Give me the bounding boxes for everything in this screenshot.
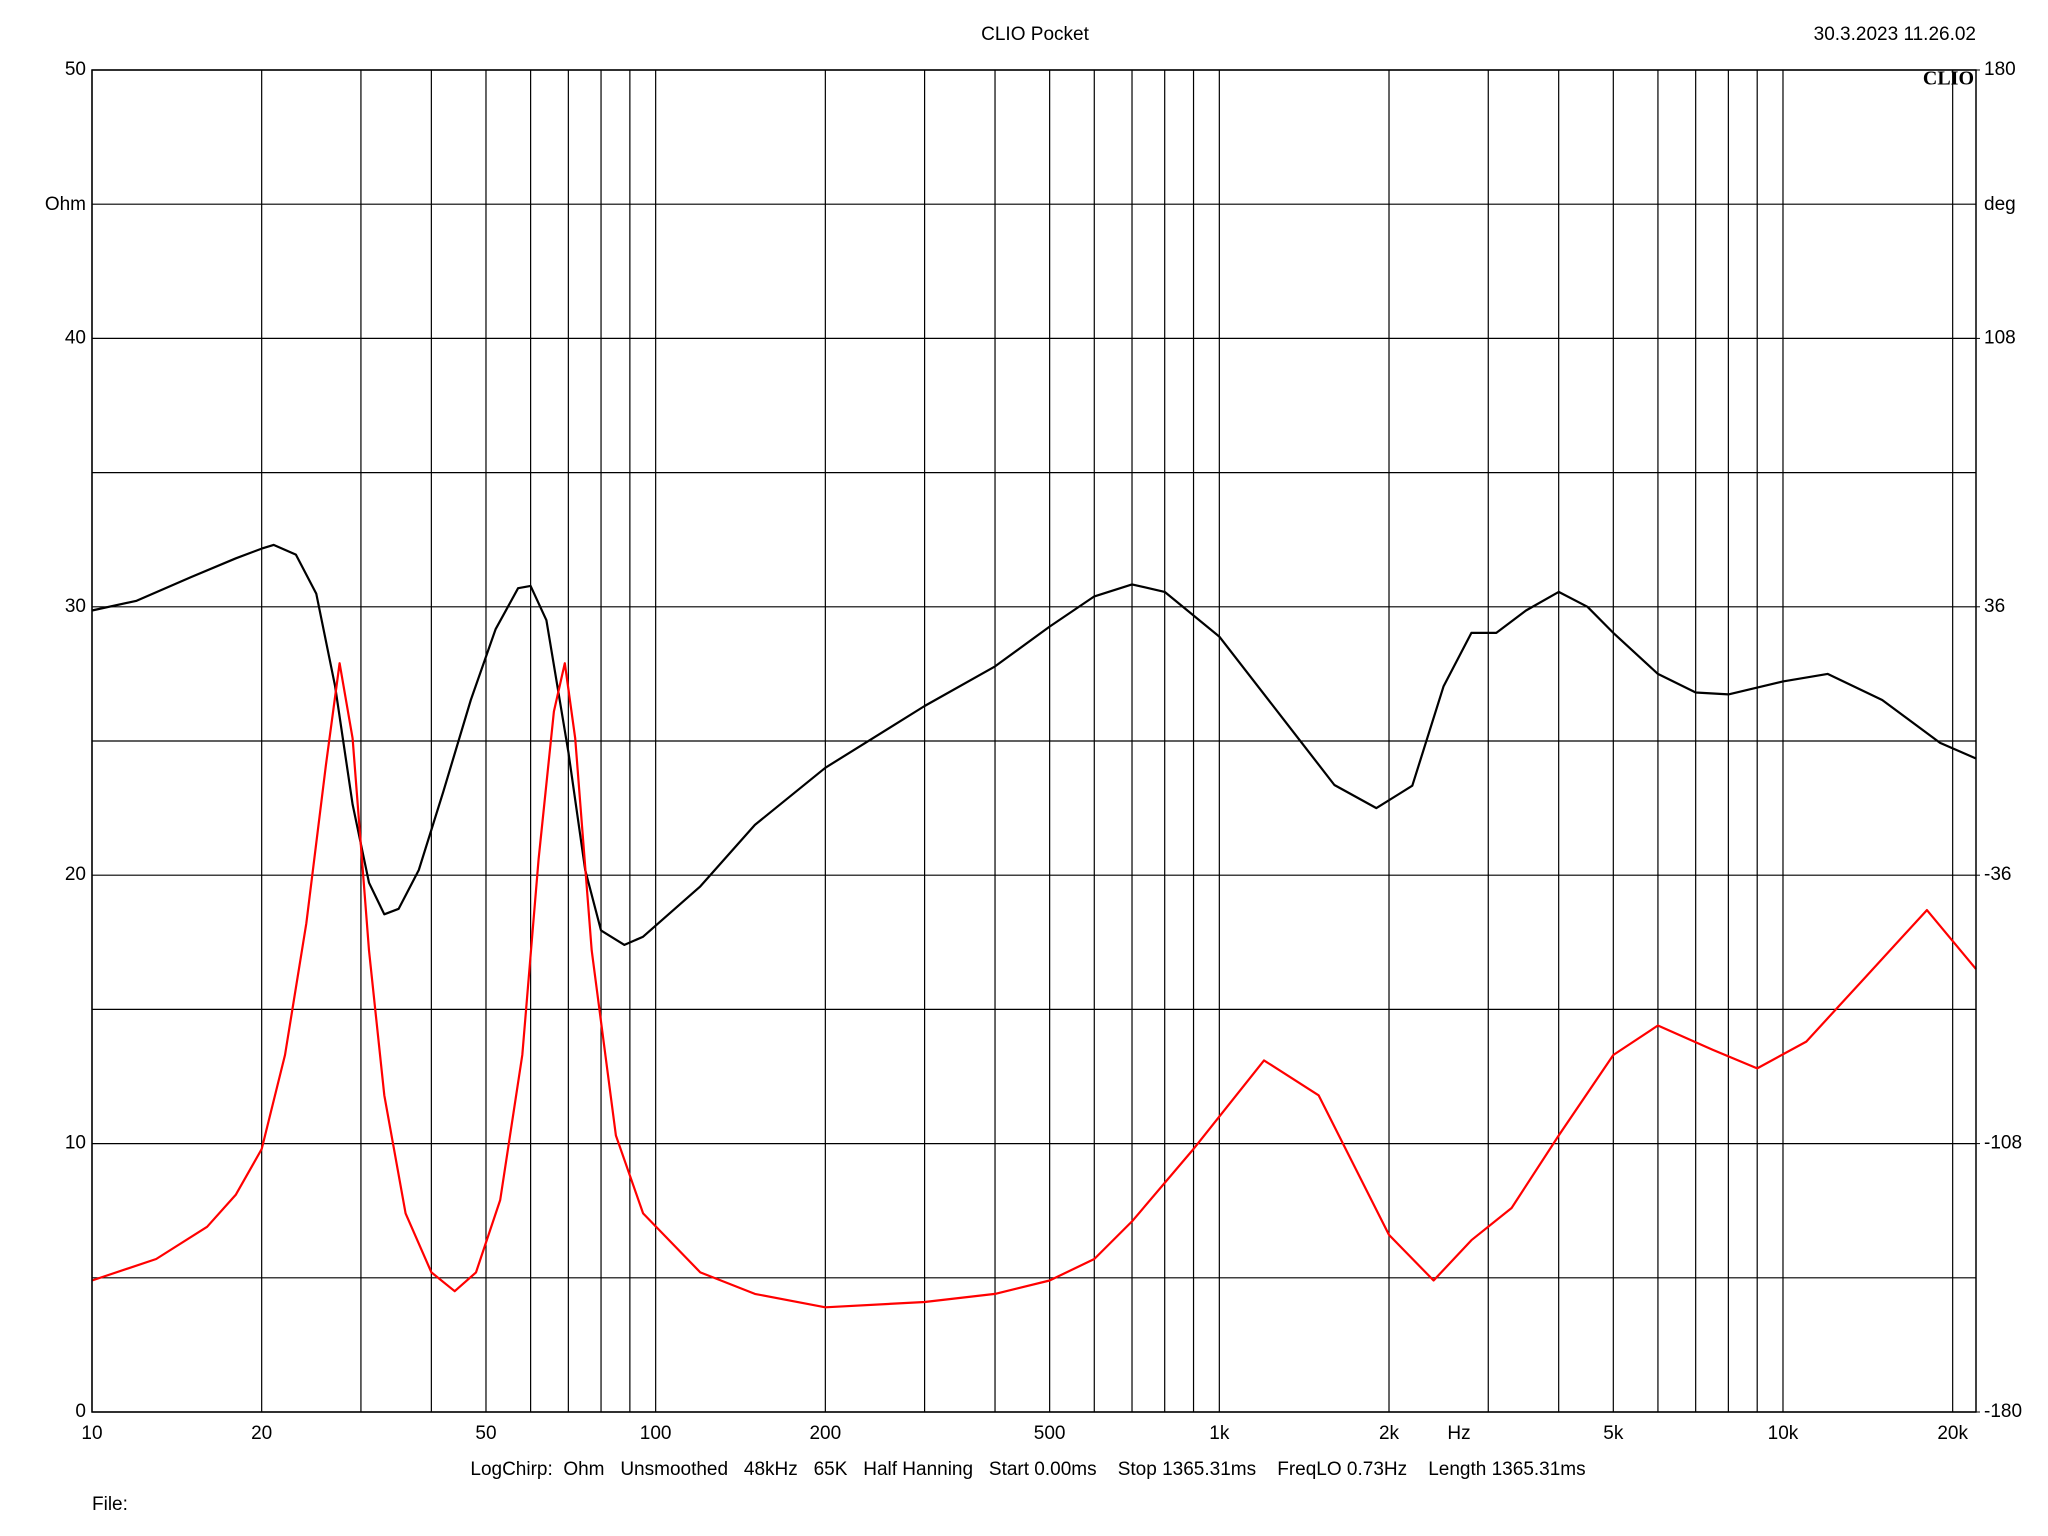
x-tick-label: 20k xyxy=(1937,1423,1968,1444)
y2-tick-label: 180 xyxy=(1984,59,2016,80)
y-tick-label: 40 xyxy=(65,327,86,348)
x-tick-label: 2k xyxy=(1379,1423,1400,1444)
y-axis-label: Ohm xyxy=(45,194,86,215)
data-line xyxy=(91,543,1977,947)
x-axis-label: Hz xyxy=(1447,1423,1470,1444)
y2-tick-label: -108 xyxy=(1984,1133,2022,1154)
y2-tick-label: -36 xyxy=(1984,864,2011,885)
y-tick-label: 50 xyxy=(65,59,86,80)
x-tick-label: 100 xyxy=(640,1423,672,1444)
x-tick-label: 10k xyxy=(1768,1423,1799,1444)
x-tick-label: 10 xyxy=(81,1423,102,1444)
y-tick-label: 30 xyxy=(65,596,86,617)
x-tick-label: 200 xyxy=(809,1423,841,1444)
y2-tick-label: 108 xyxy=(1984,327,2016,348)
timestamp: 30.3.2023 11.26.02 xyxy=(1814,24,1976,45)
y2-tick-label: -180 xyxy=(1984,1401,2022,1422)
y2-tick-label: 36 xyxy=(1984,596,2005,617)
y-tick-label: 10 xyxy=(65,1133,86,1154)
y-tick-label: 0 xyxy=(75,1401,86,1422)
y-tick-label: 20 xyxy=(65,864,86,885)
logo: CLIO xyxy=(1923,68,1974,90)
y2-axis-label: deg xyxy=(1984,194,2016,215)
x-tick-label: 5k xyxy=(1603,1423,1624,1444)
plot-frame xyxy=(91,69,1977,1413)
file-label: File: xyxy=(92,1494,128,1515)
footer: LogChirp: Ohm Unsmoothed 48kHz 65K Half … xyxy=(470,1459,1585,1480)
chart-title: CLIO Pocket xyxy=(981,24,1089,45)
x-tick-label: 50 xyxy=(475,1423,496,1444)
x-tick-label: 500 xyxy=(1034,1423,1066,1444)
x-tick-label: 1k xyxy=(1209,1423,1230,1444)
data-line xyxy=(91,662,1977,1309)
x-tick-label: 20 xyxy=(251,1423,272,1444)
